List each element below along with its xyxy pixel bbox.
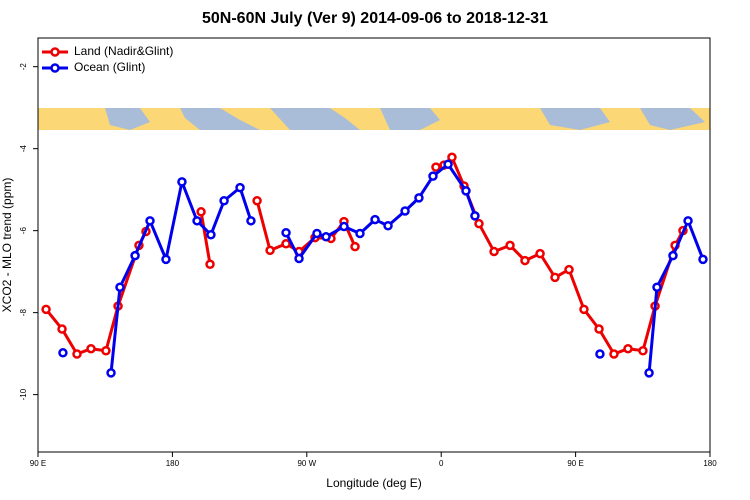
data-point [414,193,424,203]
data-point [339,221,349,232]
data-point [461,186,471,196]
data-point [383,220,393,231]
data-point [101,346,111,356]
data-point [489,246,499,257]
data-point [72,349,82,359]
data-point [370,214,380,225]
data-point [520,255,530,266]
data-point [265,245,275,256]
legend-label: Land (Nadir&Glint) [74,44,173,58]
data-point [447,152,457,163]
data-point [246,216,256,226]
data-point [683,216,693,226]
data-point [86,343,96,354]
data-point [355,228,365,239]
data-point [595,349,605,359]
data-point [638,346,648,356]
data-point [41,304,51,315]
data-point [235,182,245,193]
data-point [668,250,678,261]
legend-marker [50,63,60,73]
data-point [550,272,560,283]
y-tick-label: -10 [19,388,28,400]
data-point [219,195,229,206]
series-line [109,162,705,374]
data-point [474,218,484,229]
data-point [321,232,331,242]
data-point [431,162,441,172]
data-point [206,230,216,240]
data-point [252,195,262,206]
data-point [594,324,604,334]
x-tick-label: 180 [703,459,717,468]
x-tick-label: 90 E [30,459,46,468]
data-point [281,239,291,249]
x-axis-title: Longitude (deg E) [326,476,421,490]
data-point [652,282,662,292]
y-tick-label: -2 [19,63,28,71]
data-point [294,253,304,264]
data-point [564,264,574,275]
data-point [443,159,453,169]
data-point [312,228,322,239]
x-tick-label: 180 [166,459,180,468]
x-tick-label: 0 [439,459,444,468]
data-point [470,211,480,221]
data-point [644,368,654,378]
y-tick-label: -6 [19,227,28,235]
data-point [58,348,68,358]
x-tick-label: 90 W [297,459,316,468]
data-point [623,343,633,354]
data-point [106,368,116,378]
chart-title: 50N-60N July (Ver 9) 2014-09-06 to 2018-… [202,10,548,27]
data-point [535,248,545,259]
data-point [145,216,155,226]
y-tick-label: -4 [19,145,28,153]
data-point [161,254,171,265]
data-point [130,250,140,261]
data-point [350,241,360,252]
data-point [698,254,708,265]
data-point [192,216,202,226]
data-point [400,206,410,216]
legend-marker [50,47,60,57]
map-strip [38,108,710,130]
data-point [205,259,215,270]
series-line [44,155,685,356]
data-point [609,349,619,359]
data-point [281,227,291,238]
x-tick-label: 90 E [567,459,583,468]
data-point [177,177,187,187]
data-point [115,282,125,292]
data-point [428,171,438,181]
data-point [579,304,589,315]
data-point [196,207,206,217]
data-point [57,324,67,334]
legend-label: Ocean (Glint) [74,60,145,74]
y-tick-label: -8 [19,309,28,317]
y-axis-title: XCO2 - MLO trend (ppm) [0,178,14,313]
data-point [505,240,515,251]
plot-frame [37,37,711,453]
